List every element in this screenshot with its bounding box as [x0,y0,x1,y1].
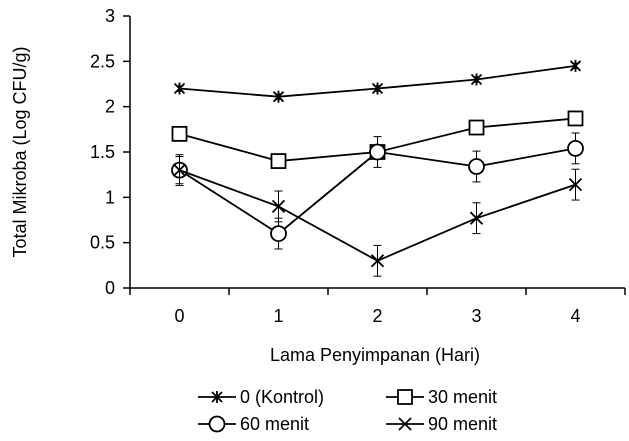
data-point [371,82,384,95]
data-point [270,153,287,169]
data-point [370,254,385,268]
legend-marker [211,391,223,403]
y-tick-label: 1 [105,187,115,207]
data-point [468,119,485,136]
x-tick-label: 4 [570,306,580,326]
data-point [568,178,583,192]
data-point [469,211,484,225]
data-point [470,73,483,86]
data-point [369,143,386,161]
y-ticks: 0 0.5 1 1.5 2 2.5 3 [90,6,130,298]
data-point [468,158,485,175]
legend-marker [208,415,226,433]
legend-item-90: 90 menit [386,414,497,434]
x-tick-label: 1 [273,306,283,326]
y-tick-label: 2.5 [90,51,115,71]
data-point [172,163,187,177]
plot-area: 0 0.5 1 1.5 2 2.5 3 0 1 2 3 4 [90,6,626,326]
legend-item-60: 60 menit [198,414,309,434]
data-point [173,82,186,95]
series-60 [171,132,584,250]
legend-label: 30 menit [428,387,497,407]
series-90 [172,154,583,277]
data-point [271,199,286,214]
y-tick-label: 0 [105,278,115,298]
y-tick-label: 1.5 [90,142,115,162]
legend-label: 60 menit [240,414,309,434]
y-tick-label: 2 [105,97,115,117]
y-axis-title: Total Mikroba (Log CFU/g) [10,46,30,257]
x-tick-label: 2 [372,306,382,326]
data-point [272,90,285,103]
x-tick-label: 3 [471,306,481,326]
data-point [567,139,584,157]
legend-item-30: 30 menit [386,387,497,407]
legend-marker [398,417,412,431]
data-point [270,225,287,243]
legend-label: 0 (Kontrol) [240,387,324,407]
series-control [173,59,582,103]
legend: 0 (Kontrol) 30 menit 60 menit 90 menit [198,387,497,434]
legend-marker [397,389,413,405]
data-point [569,59,582,72]
data-point [567,110,584,127]
data-point [171,125,188,142]
x-tick-label: 0 [174,306,184,326]
x-ticks: 0 1 2 3 4 [129,288,626,326]
y-tick-label: 0.5 [90,233,115,253]
series-layer [171,59,584,277]
legend-label: 90 menit [428,414,497,434]
y-tick-label: 3 [105,6,115,26]
x-axis-title: Lama Penyimpanan (Hari) [270,345,480,365]
legend-item-control: 0 (Kontrol) [198,387,324,407]
